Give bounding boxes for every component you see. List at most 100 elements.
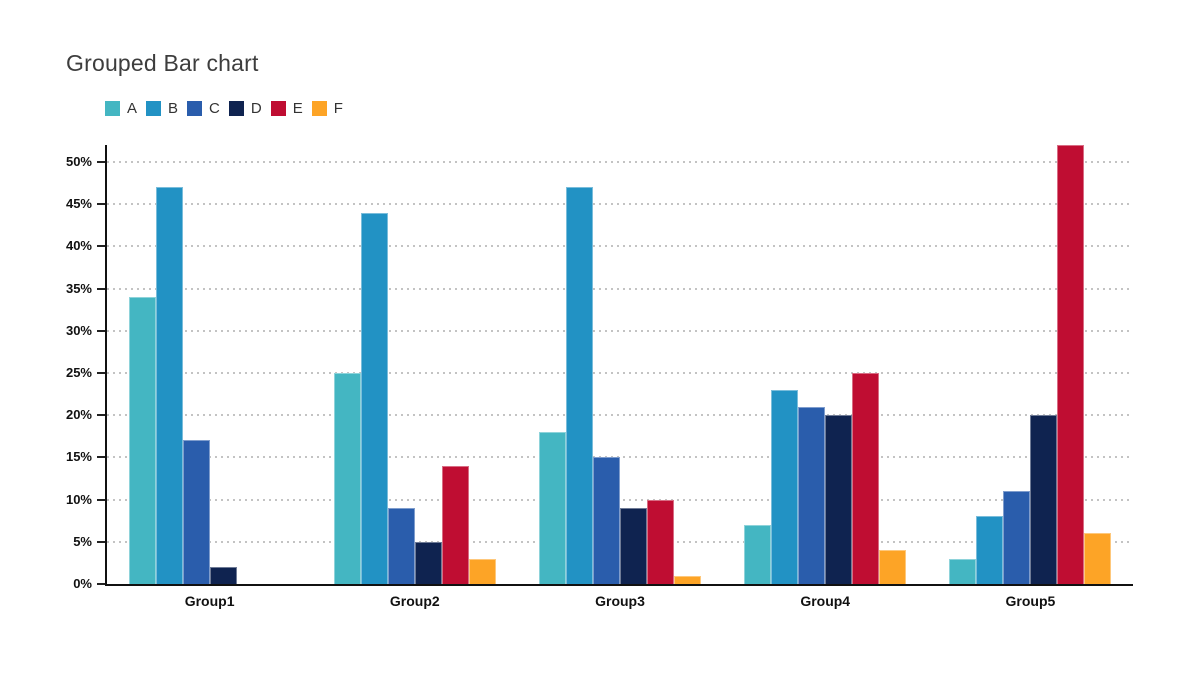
y-tick-label-20: 20%: [65, 407, 92, 423]
y-axis-line: [105, 145, 107, 584]
x-label-Group3: Group3: [595, 593, 645, 609]
gridline-40: [107, 245, 1133, 248]
legend-label-F: F: [333, 100, 343, 117]
bar-D-Group3: [620, 508, 647, 584]
bar-F-Group5: [1084, 533, 1112, 584]
y-tick-5: [97, 540, 105, 543]
bar-groups: [107, 145, 1133, 584]
bar-B-Group3: [566, 187, 593, 584]
cluster-Group5: [949, 145, 1112, 584]
cluster-Group1: [128, 145, 291, 584]
cluster-Group4: [744, 145, 907, 584]
bar-E-Group2: [441, 465, 469, 584]
bar-A-Group5: [949, 558, 977, 584]
x-label-Group1: Group1: [184, 593, 235, 609]
bar-B-Group2: [360, 212, 388, 584]
y-tick-label-45: 45%: [65, 196, 92, 212]
legend-swatch-F: [311, 101, 327, 116]
y-tick-label-5: 5%: [73, 533, 92, 549]
legend-item-C[interactable]: C: [187, 100, 220, 117]
bar-A-Group4: [744, 524, 772, 584]
gridline-30: [107, 329, 1133, 332]
y-tick-label-10: 10%: [65, 491, 92, 507]
x-label-Group2: Group2: [389, 593, 440, 609]
chart-title: Grouped Bar chart: [66, 50, 259, 76]
legend-label-C: C: [209, 100, 220, 117]
legend-label-B: B: [168, 100, 179, 117]
bar-F-Group2: [468, 558, 496, 584]
y-tick-20: [97, 414, 105, 417]
y-tick-15: [97, 456, 105, 459]
bar-B-Group1: [155, 187, 183, 584]
x-axis-line: [105, 584, 1133, 586]
legend-item-A[interactable]: A: [105, 100, 137, 117]
y-tick-label-30: 30%: [65, 322, 92, 338]
x-label-Group4: Group4: [800, 593, 851, 609]
legend: A B C D E F: [105, 100, 343, 117]
y-tick-25: [97, 371, 105, 374]
y-tick-label-50: 50%: [65, 153, 92, 169]
y-tick-label-15: 15%: [65, 449, 92, 465]
bar-E-Group5: [1057, 145, 1085, 584]
group-Group3: [517, 145, 722, 584]
legend-swatch-E: [270, 101, 286, 116]
gridline-20: [107, 414, 1133, 417]
legend-item-B[interactable]: B: [146, 100, 178, 117]
bar-D-Group2: [414, 541, 442, 584]
x-axis-labels: Group1 Group2 Group3 Group4 Group5: [107, 593, 1133, 609]
bar-A-Group2: [333, 372, 361, 584]
plot-area: 0% 5% 10% 15% 20% 25% 30% 35% 40% 45% 50% Group1 Gr…: [66, 145, 1133, 609]
group-Group4: [723, 145, 928, 584]
y-tick-30: [97, 329, 105, 332]
bar-C-Group2: [387, 508, 415, 584]
legend-swatch-D: [228, 101, 244, 116]
legend-item-E[interactable]: E: [270, 100, 303, 117]
bar-D-Group5: [1030, 415, 1058, 584]
x-label-Group5: Group5: [1005, 593, 1056, 609]
bar-E-Group3: [647, 499, 674, 584]
group-Group2: [312, 145, 517, 584]
group-Group1: [107, 145, 312, 584]
cluster-Group2: [333, 145, 496, 584]
bar-C-Group1: [182, 440, 210, 584]
bar-C-Group4: [798, 406, 826, 584]
bar-F-Group4: [879, 550, 907, 584]
legend-swatch-B: [146, 101, 162, 116]
bar-B-Group4: [771, 389, 799, 584]
gridline-50: [107, 160, 1133, 163]
gridline-45: [107, 203, 1133, 206]
legend-swatch-C: [187, 101, 203, 116]
bar-C-Group3: [593, 457, 620, 584]
y-tick-35: [97, 287, 105, 290]
legend-swatch-A: [105, 101, 120, 116]
y-tick-label-0: 0%: [73, 576, 92, 591]
y-tick-45: [97, 203, 105, 206]
legend-label-D: D: [250, 100, 262, 117]
group-Group5: [928, 145, 1133, 584]
legend-item-F[interactable]: F: [311, 100, 343, 117]
y-tick-50: [97, 160, 105, 163]
y-tick-10: [97, 498, 105, 501]
legend-label-E: E: [292, 100, 303, 117]
gridline-10: [107, 498, 1133, 501]
cluster-Group3: [539, 145, 701, 584]
y-tick-label-25: 25%: [65, 364, 92, 380]
bar-F-Group3: [674, 575, 701, 584]
bar-D-Group1: [209, 567, 237, 584]
y-tick-0: [97, 583, 105, 585]
bar-E-Group4: [852, 372, 880, 584]
bar-C-Group5: [1003, 491, 1031, 584]
gridline-25: [107, 371, 1133, 374]
gridline-35: [107, 287, 1133, 290]
y-tick-40: [97, 245, 105, 248]
bar-A-Group1: [128, 296, 156, 584]
gridline-15: [107, 456, 1133, 459]
bar-D-Group4: [825, 415, 853, 584]
bar-B-Group5: [976, 516, 1004, 584]
bar-A-Group3: [539, 432, 566, 584]
legend-item-D[interactable]: D: [228, 100, 262, 117]
y-tick-label-40: 40%: [65, 238, 92, 254]
legend-label-A: A: [127, 100, 138, 117]
y-tick-label-35: 35%: [65, 280, 92, 296]
